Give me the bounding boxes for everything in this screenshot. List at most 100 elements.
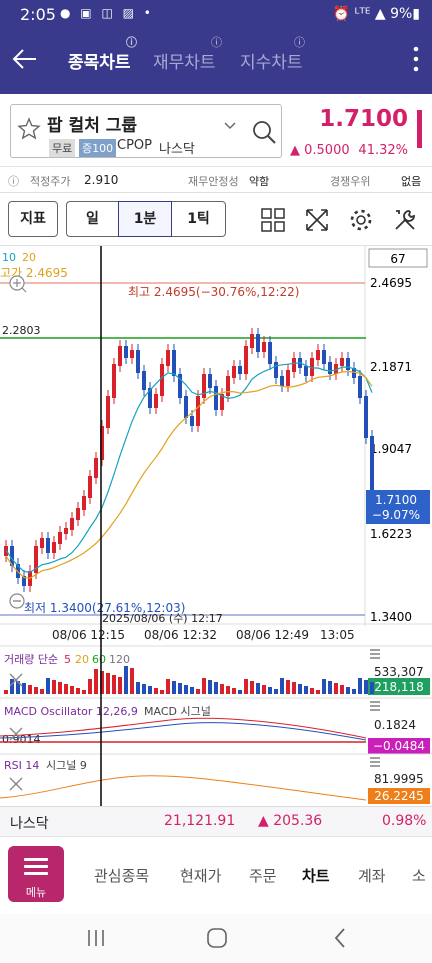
macd-legend[interactable]: MACD Oscillator 12,26,9 MACD 시그널 <box>4 705 211 718</box>
candle <box>94 458 98 478</box>
star-icon[interactable] <box>17 117 41 141</box>
zoom-count-box[interactable] <box>368 248 428 268</box>
volume-current: 218,118 <box>374 680 424 694</box>
tab-info-icon: ⓘ <box>126 36 137 49</box>
volume-bar <box>310 688 314 694</box>
volume-legend[interactable]: 거래량 단순 5 20 60 120 <box>4 653 130 666</box>
hamburger-icon <box>24 858 48 879</box>
volume-bar <box>142 684 146 694</box>
tab-index-chart[interactable]: ⓘ 지수차트 <box>240 36 305 73</box>
period-1min-button[interactable]: 1분 <box>118 201 172 237</box>
candle <box>136 350 140 373</box>
nav-chart[interactable]: 차트 <box>302 867 330 885</box>
bottom-navigation: 메뉴 관심종목 현재가 주문 차트 계좌 소 <box>0 836 432 914</box>
volume-bar <box>214 682 218 694</box>
moving-average-20 <box>5 370 373 579</box>
volume-bar <box>178 683 182 694</box>
nav-account[interactable]: 계좌 <box>358 867 386 885</box>
candle <box>106 396 110 428</box>
volume-bar <box>190 687 194 694</box>
fullscreen-icon[interactable] <box>304 207 330 233</box>
price-tick-3: 1.9047 <box>370 442 412 456</box>
pane-menu-icon[interactable] <box>370 701 380 711</box>
volume-bar <box>52 680 56 694</box>
svg-text:MACD 시그널: MACD 시그널 <box>144 705 211 718</box>
zoom-in-icon[interactable] <box>9 275 27 293</box>
candle <box>250 334 254 348</box>
help-icon[interactable]: ⓘ <box>8 175 19 188</box>
volume-bar <box>112 675 116 694</box>
candle <box>208 374 212 388</box>
home-icon[interactable] <box>207 928 227 948</box>
menu-button[interactable]: 메뉴 <box>8 846 64 902</box>
price-change: ▲ 0.5000 <box>290 143 350 158</box>
status-time: 2:05 <box>20 5 56 24</box>
candle <box>154 394 158 408</box>
period-day-button[interactable]: 일 <box>66 201 118 237</box>
index-name: 나스닥 <box>10 816 49 832</box>
candle <box>274 362 278 378</box>
zoom-out-icon[interactable] <box>9 593 25 609</box>
pane-menu-icon[interactable] <box>370 649 380 659</box>
time-tick-2: 08/06 12:32 <box>144 628 217 642</box>
volume-bar <box>316 690 320 694</box>
pane-menu-icon[interactable] <box>370 757 380 767</box>
candle <box>64 528 68 534</box>
tab-label: 지수차트 <box>240 53 303 73</box>
indicator-button[interactable]: 지표 <box>8 201 58 237</box>
volume-bar <box>304 686 308 694</box>
chart-toolbar: 지표 일 1분 1틱 <box>0 192 432 246</box>
candle <box>238 366 242 374</box>
volume-bar <box>10 679 14 694</box>
tab-label: 종목차트 <box>68 53 131 73</box>
moving-average-10 <box>5 362 373 573</box>
pane-close-icon[interactable] <box>9 777 23 791</box>
candle <box>334 364 338 374</box>
settings-gear-icon[interactable] <box>348 207 374 233</box>
volume-bar <box>298 684 302 694</box>
rsi-legend[interactable]: RSI 14 시그널 9 <box>4 759 87 772</box>
tab-label: 재무차트 <box>153 53 216 73</box>
price-tick-1: 2.4695 <box>370 276 412 290</box>
candle <box>52 542 56 553</box>
tab-financial-chart[interactable]: ⓘ 재무차트 <box>153 36 222 73</box>
chevron-down-icon[interactable] <box>223 119 237 133</box>
candle <box>166 350 170 366</box>
nav-more[interactable]: 소 <box>412 867 426 885</box>
nav-current-price[interactable]: 현재가 <box>180 867 222 885</box>
back-icon[interactable] <box>334 928 345 948</box>
tab-stock-chart[interactable]: ⓘ 종목차트 <box>68 36 137 73</box>
tools-icon[interactable] <box>392 207 418 233</box>
back-arrow-icon[interactable] <box>10 44 40 74</box>
volume-bar <box>148 686 152 694</box>
index-ticker[interactable]: 나스닥 21,121.91 ▲ 205.36 0.98% <box>0 806 432 836</box>
volume-bar <box>208 680 212 694</box>
price-chart[interactable]: 67 2.4695 2.1871 1.9047 1.6223 1.3400 10… <box>0 246 432 806</box>
search-icon[interactable] <box>251 119 277 145</box>
candle <box>76 508 80 520</box>
stock-selector[interactable]: 팝 컬처 그룹 무료 증100 CPOP 나스닥 <box>10 104 282 158</box>
index-pct: 0.98% <box>382 813 427 829</box>
volume-bar <box>22 683 26 694</box>
pane-close-icon[interactable] <box>9 673 23 687</box>
pane-close-icon[interactable] <box>9 727 23 741</box>
price-tick-2: 2.1871 <box>370 360 412 374</box>
recent-apps-icon[interactable] <box>88 930 104 946</box>
layout-grid-icon[interactable] <box>260 207 286 233</box>
volume-bar <box>58 682 62 694</box>
volume-bar <box>136 682 140 694</box>
volume-bar <box>82 690 86 694</box>
volume-bar <box>94 669 98 694</box>
rsi-current-badge <box>368 788 430 804</box>
macd-current: −0.0484 <box>373 739 425 753</box>
candle <box>220 394 224 410</box>
nav-watchlist[interactable]: 관심종목 <box>94 867 150 885</box>
period-1tick-button[interactable]: 1틱 <box>172 201 226 237</box>
svg-text:거래량 단순: 거래량 단순 <box>4 653 58 666</box>
nav-order[interactable]: 주문 <box>249 867 277 885</box>
candle <box>148 388 152 408</box>
volume-bar <box>328 681 332 694</box>
more-menu-icon[interactable] <box>412 44 420 74</box>
margin-badge: 증100 <box>79 139 117 157</box>
candle <box>328 362 332 374</box>
